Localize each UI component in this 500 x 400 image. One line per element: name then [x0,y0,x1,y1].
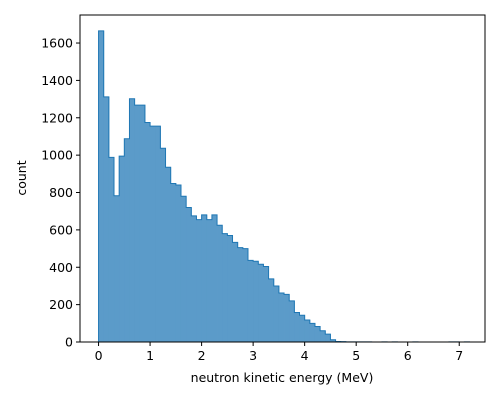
y-tick-label: 400 [49,260,73,275]
histogram-bars [98,30,470,343]
x-tick-label: 7 [455,348,463,363]
histogram-bar [325,334,331,342]
histogram-bar [98,30,105,343]
y-axis-label: count [14,160,29,195]
histogram-bar [144,122,151,342]
histogram-bar [314,326,321,342]
histogram-bar [196,219,203,342]
histogram-bar [206,219,213,342]
histogram-bar [309,323,316,342]
histogram-bar [253,261,259,342]
histogram-bar [222,233,228,342]
x-tick-label: 6 [404,348,412,363]
histogram-bar [232,242,239,342]
histogram-bar [129,98,136,342]
histogram-bar [320,330,326,342]
histogram-bar [263,266,269,342]
histogram-bar [114,195,120,342]
histogram-bar [155,126,161,343]
plot-frame [79,14,486,343]
y-tick-label: 1000 [41,148,73,163]
x-axis-label: neutron kinetic energy (MeV) [191,370,374,385]
histogram-bar [186,207,192,342]
histogram-bar [119,156,125,342]
histogram-bar [304,319,311,342]
histogram-bar [103,96,110,342]
histogram-bar [211,214,218,342]
histogram-bar [294,312,300,342]
histogram-bar [175,185,182,342]
histogram-bar [160,148,166,342]
x-tick-label: 4 [301,348,309,363]
histogram-bar [273,285,280,342]
histogram-bar [139,105,146,342]
y-tick-label: 1600 [41,36,73,51]
x-tick-label: 0 [95,348,103,363]
histogram-bar [237,247,244,342]
x-tick-label: 5 [352,348,360,363]
histogram-bar [268,278,275,342]
histogram-bar [217,225,223,342]
histogram-bar [289,300,295,342]
histogram-bar [124,138,130,342]
histogram-bar [242,248,249,342]
histogram-bar [247,260,254,342]
x-axis-ticks: 0 1 2 3 4 5 6 7 [95,342,463,363]
histogram-bar [278,293,285,342]
histogram-bar [258,264,264,342]
y-tick-label: 0 [65,335,73,350]
histogram-bar [299,315,306,342]
x-tick-label: 1 [146,348,154,363]
histogram-bar [108,157,115,342]
histogram-bar [330,339,336,342]
histogram-bar [150,126,156,343]
y-tick-label: 1200 [41,110,73,125]
y-tick-label: 800 [49,185,73,200]
x-tick-label: 3 [249,348,257,363]
histogram-bar [134,105,141,342]
x-tick-label: 2 [198,348,206,363]
histogram-bar [201,214,208,342]
y-tick-label: 200 [49,297,73,312]
histogram-bar [165,167,172,342]
y-axis-ticks: 0 200 400 600 800 1000 1200 1400 1600 [41,36,80,350]
histogram-bar [170,183,177,342]
histogram-bar [180,196,187,342]
histogram-bar [284,294,290,342]
histogram-bar [227,235,233,342]
histogram-bar [191,215,197,342]
y-tick-label: 1400 [41,73,73,88]
y-tick-label: 600 [49,222,73,237]
